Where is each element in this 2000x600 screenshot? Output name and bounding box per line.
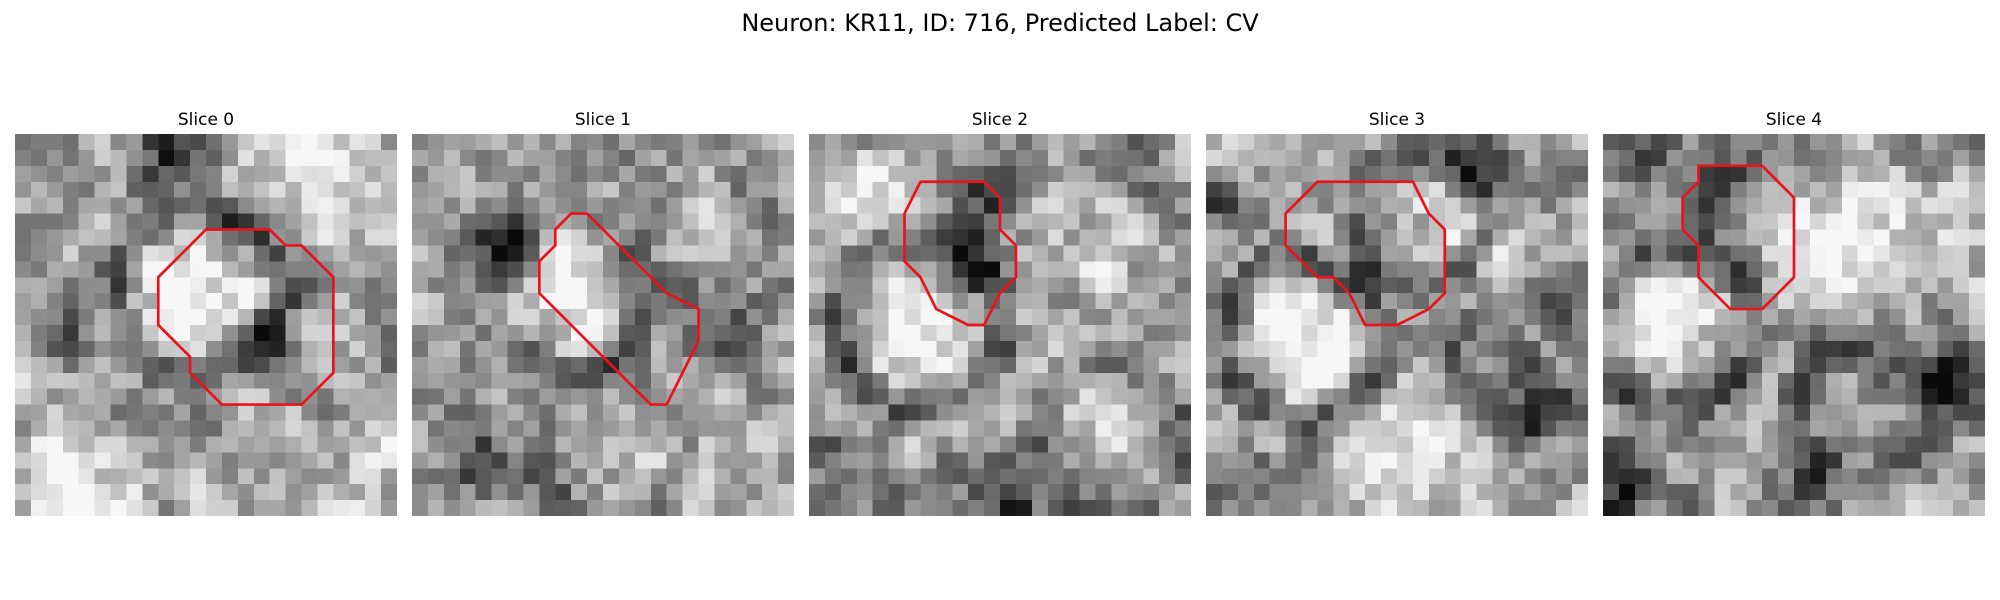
slice-title-2: Slice 2 [809,108,1191,132]
slice-image-3 [1206,134,1588,516]
slice-panel-1: Slice 1 [412,108,794,132]
slice-image-4 [1603,134,1985,516]
figure-title: Neuron: KR11, ID: 716, Predicted Label: … [0,6,2000,40]
slice-panel-3: Slice 3 [1206,108,1588,132]
slice-panel-4: Slice 4 [1603,108,1985,132]
slice-title-4: Slice 4 [1603,108,1985,132]
slice-image-0 [15,134,397,516]
slice-panel-0: Slice 0 [15,108,397,132]
slice-image-2 [809,134,1191,516]
pixel-grid [809,134,1191,516]
pixel-grid [412,134,794,516]
slice-title-0: Slice 0 [15,108,397,132]
pixel-grid [1603,134,1985,516]
slice-panel-2: Slice 2 [809,108,1191,132]
slice-title-1: Slice 1 [412,108,794,132]
slice-title-3: Slice 3 [1206,108,1588,132]
slice-image-1 [412,134,794,516]
pixel-grid [15,134,397,516]
